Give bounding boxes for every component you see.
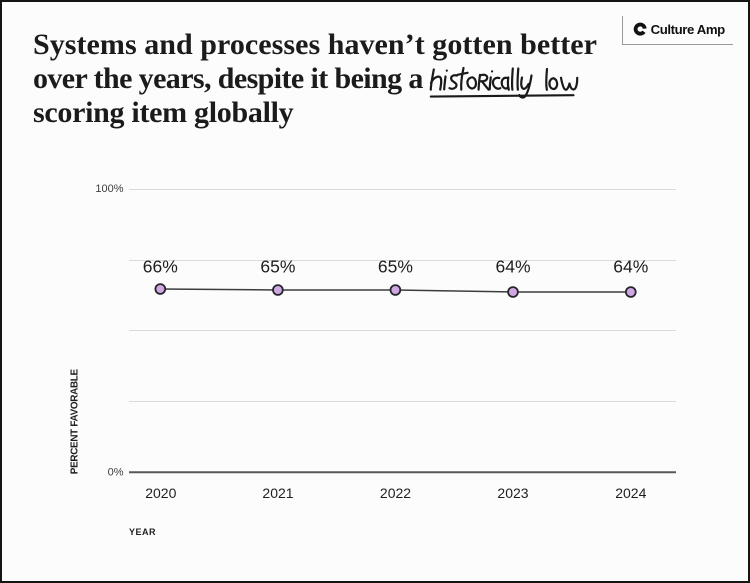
svg-text:65%: 65% [260, 257, 295, 277]
svg-text:2021: 2021 [262, 485, 293, 501]
svg-text:2023: 2023 [497, 485, 528, 501]
svg-text:2022: 2022 [380, 485, 411, 501]
svg-text:YEAR: YEAR [129, 527, 156, 537]
svg-text:PERCENT FAVORABLE: PERCENT FAVORABLE [70, 368, 81, 474]
svg-text:2020: 2020 [145, 485, 176, 501]
svg-text:2024: 2024 [615, 485, 646, 501]
svg-text:66%: 66% [143, 257, 178, 277]
svg-text:0%: 0% [108, 467, 124, 479]
svg-text:64%: 64% [495, 257, 530, 277]
svg-text:100%: 100% [95, 183, 123, 195]
svg-text:64%: 64% [613, 257, 648, 277]
svg-text:65%: 65% [378, 257, 413, 277]
